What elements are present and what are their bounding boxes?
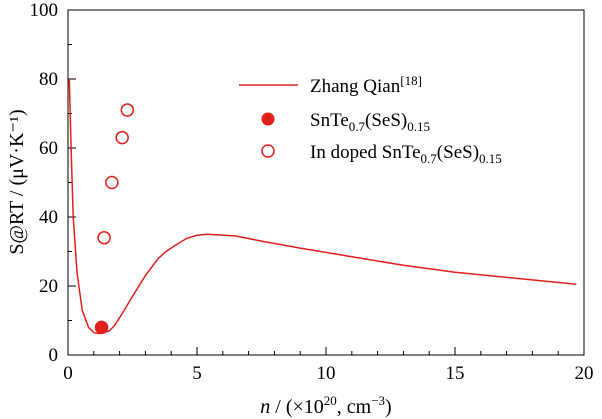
legend-entry-3: In doped SnTe0.7(SeS)0.15 — [310, 142, 502, 166]
x-tick-label: 20 — [575, 363, 594, 384]
legend-label-2d: 0.15 — [407, 119, 430, 134]
in-doped-data-point — [97, 230, 111, 245]
legend-label-2a: SnTe — [310, 110, 349, 131]
zhang-qian-curve — [68, 78, 577, 335]
legend-filled-marker — [261, 112, 275, 126]
in-doped-data-point — [115, 130, 129, 145]
x-axis-label-pre: / (×10 — [270, 396, 324, 418]
legend-label-3d: 0.15 — [479, 151, 502, 166]
y-tick-label: 60 — [39, 138, 58, 159]
y-tick-labels: 0 20 40 60 80 100 — [30, 0, 59, 366]
x-axis-label-unit: , cm — [337, 396, 372, 418]
y-tick-label: 0 — [49, 345, 59, 366]
x-tick-label: 5 — [192, 363, 202, 384]
legend-label-2c: (SeS) — [365, 110, 407, 131]
x-axis-label-end: ) — [385, 396, 392, 418]
legend-label-3c: (SeS) — [437, 142, 479, 163]
legend-label-3a: In doped SnTe — [310, 142, 421, 163]
y-tick-label: 40 — [39, 207, 58, 228]
x-tick-label: 15 — [446, 363, 465, 384]
legend-entry-2: SnTe0.7(SeS)0.15 — [310, 110, 430, 134]
x-tick-label: 10 — [317, 363, 336, 384]
x-axis-label-var: n — [260, 396, 270, 418]
x-axis-label-unit-exp: −3 — [371, 393, 385, 408]
legend-label-2b: 0.7 — [349, 119, 366, 134]
x-axis-label: n / (×1020, cm−3) — [260, 393, 391, 418]
x-axis-label-exp: 20 — [324, 393, 337, 408]
tick-marks — [67, 9, 585, 356]
series-layer — [68, 78, 577, 335]
legend-label-3b: 0.7 — [421, 151, 438, 166]
y-tick-label: 80 — [39, 69, 58, 90]
y-axis-label: S@RT / (μV·K⁻¹) — [6, 109, 28, 254]
legend-label-1-ref: [18] — [400, 73, 422, 88]
in-doped-data-point — [105, 175, 119, 190]
legend: Zhang Qian[18] SnTe0.7(SeS)0.15 In doped… — [239, 73, 502, 166]
in-doped-data-point — [120, 103, 135, 117]
y-tick-label: 20 — [39, 276, 58, 297]
y-tick-label: 100 — [30, 0, 59, 21]
plot-frame — [67, 9, 585, 356]
legend-open-marker — [261, 144, 275, 158]
sntese-data-point — [94, 320, 109, 335]
legend-entry-1: Zhang Qian[18] — [310, 73, 422, 97]
legend-label-1: Zhang Qian — [310, 76, 401, 97]
x-tick-label: 0 — [63, 363, 73, 384]
x-tick-labels: 0 5 10 15 20 — [63, 363, 593, 384]
